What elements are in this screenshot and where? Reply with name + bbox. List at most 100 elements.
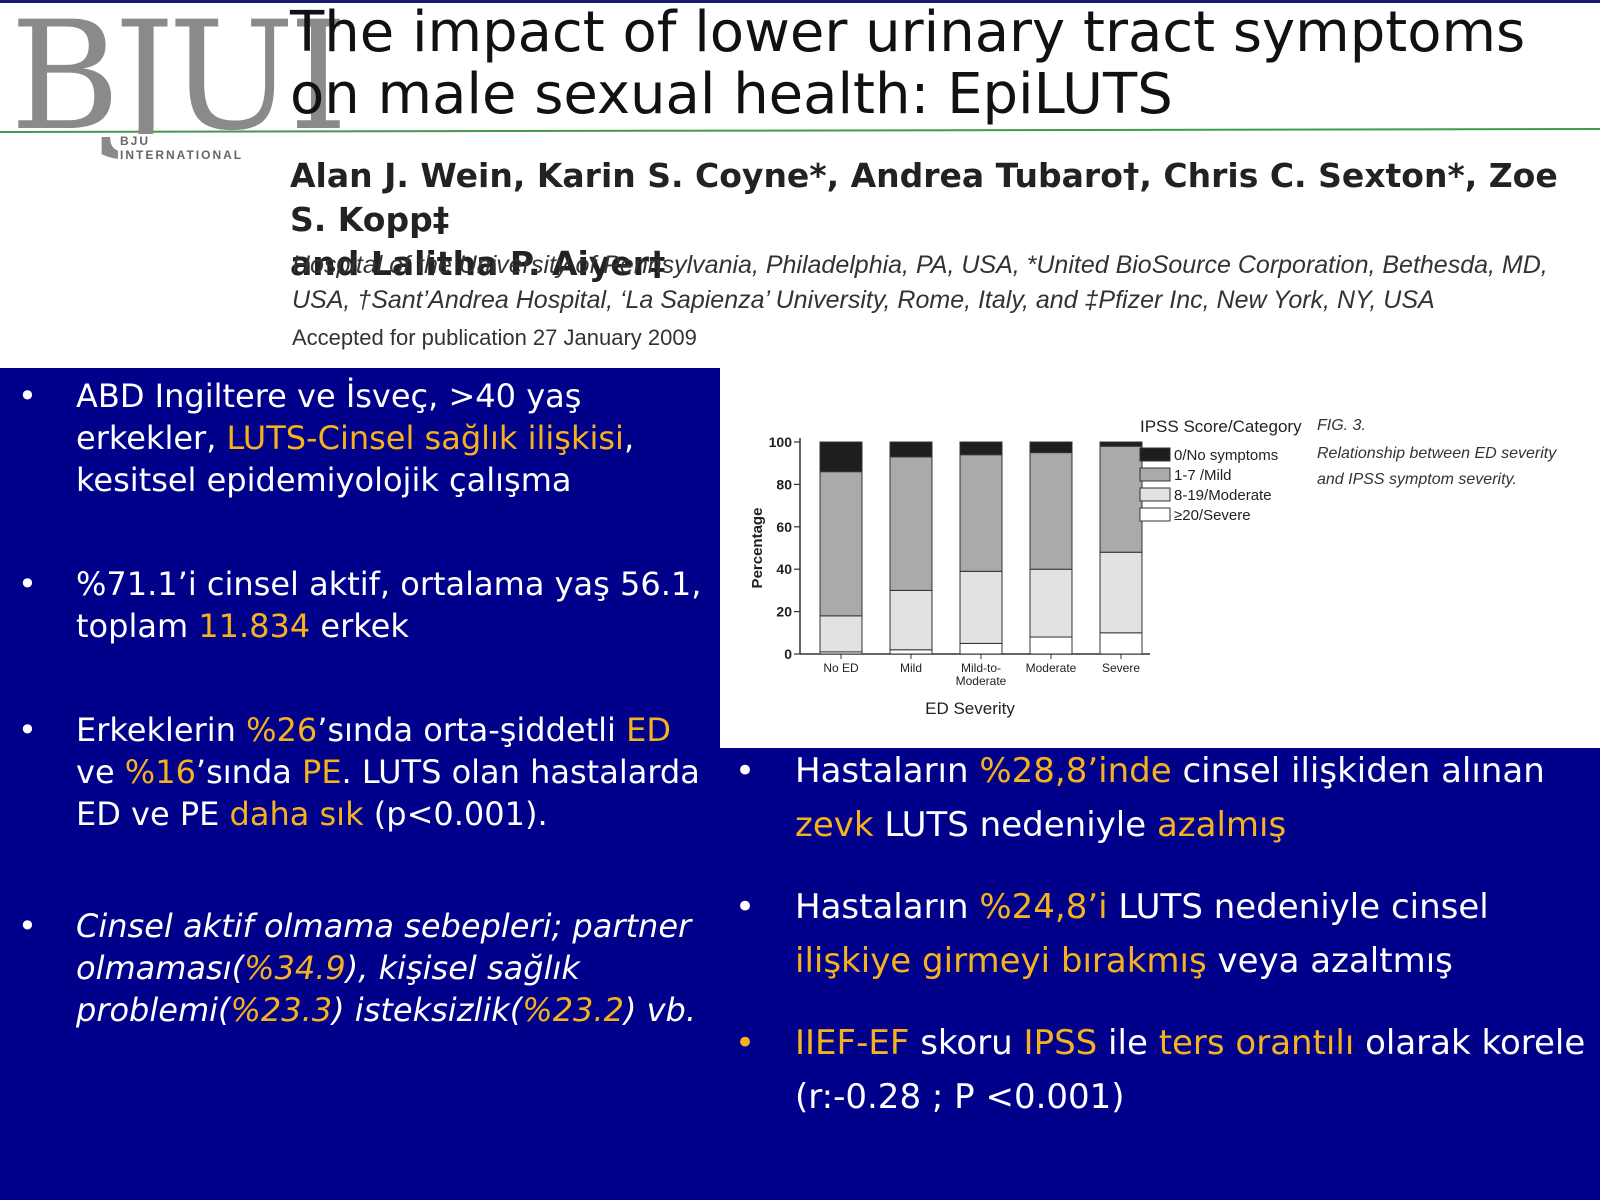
bullet-text: ) isteksizlik( [332,991,523,1029]
y-tick-label: 40 [776,561,792,577]
bullet-text: %71.1’i cinsel aktif, ortalama yaş 56.1,… [76,565,702,645]
bar-segment [959,441,1003,456]
bar-segment [819,441,863,473]
bullet-highlight: %28,8’inde [979,751,1172,791]
bullet-text: olarak korele (r:-0.28 ; P <0.001) [795,1023,1586,1117]
bullet-text: ve [76,753,125,791]
right-bullet-column: • Hastaların %28,8’inde cinsel ilişkiden… [727,744,1597,1124]
bullet-text: LUTS nedeniyle cinsel [1107,887,1489,927]
bullet-dot: • [735,1023,756,1063]
bullet-dot: • [735,751,756,791]
y-tick-label: 80 [776,476,792,492]
authors-line-2: and Lalitha P. Aiyer‡ [290,244,666,283]
bullet-dot: • [18,711,37,749]
bullet-stopped-intercourse: • Hastaların %24,8’i LUTS nedeniyle cins… [727,880,1597,988]
bullet-text: Erkeklerin [76,711,247,749]
y-tick-label: 20 [776,604,792,620]
bar-segment [1029,441,1073,454]
bullet-text: ) vb. [623,991,697,1029]
bar-segment [889,649,933,655]
bullet-population: • %71.1’i cinsel aktif, ortalama yaş 56.… [14,563,704,647]
bar-segment [889,441,933,458]
x-tick-label: Mild [900,661,922,675]
figure-caption-line-1: Relationship between ED severity [1317,445,1557,462]
bullet-highlight: ilişkiye girmeyi bırakmış [795,941,1207,981]
bullet-text: , kesitsel epidemiyolojik çalışma [76,419,635,499]
logo-subtitle: BJU INTERNATIONAL [118,134,280,162]
bullet-ed-pe-prevalence: • Erkeklerin %26’sında orta-şiddetli ED … [14,709,704,835]
legend-swatch [1139,487,1171,502]
authors-line-1: Alan J. Wein, Karin S. Coyne*, Andrea Tu… [290,156,1558,239]
green-divider [0,128,1600,133]
legend-label: ≥20/Severe [1174,507,1251,524]
bullet-highlight: %23.2 [522,991,624,1029]
x-tick-label: Mild-to- [961,661,1001,675]
bullet-text: ile [1097,1023,1159,1063]
bullet-text: . LUTS olan hastalarda ED ve PE [76,753,700,833]
bar-segment [1099,441,1143,447]
legend-swatch [1139,447,1171,462]
affiliation-line-2: USA, †Sant’Andrea Hospital, ‘La Sapienza… [292,286,1435,314]
y-axis-title: Percentage [749,508,766,589]
bullet-highlight: %16 [124,753,196,791]
bullet-highlight: azalmış [1156,805,1287,845]
bar-segment [889,589,933,651]
bar-segment [1029,568,1073,638]
y-tick-label: 100 [769,434,793,450]
legend-label: 1-7 /Mild [1174,467,1232,484]
bullet-text: erkek [310,607,409,645]
bullet-iief-correlation: • IIEF-EF skoru IPSS ile ters orantılı o… [727,1016,1597,1124]
bullet-text: cinsel ilişkiden alınan [1171,751,1545,791]
bar-segment [1099,632,1143,655]
bullet-highlight: IPSS [1023,1023,1098,1063]
bullet-text: ), kişisel sağlık problemi( [76,949,580,1029]
bullet-highlight: 11.834 [198,607,311,645]
legend-swatch [1139,467,1171,482]
bar-segment [959,570,1003,644]
affiliations: Hospital of the University of Pennsylvan… [292,248,1592,318]
bullet-dot: • [735,887,756,927]
bullet-highlight: %24,8’i [979,887,1108,927]
bullet-inactivity-reasons: • Cinsel aktif olmama sebepleri; partner… [14,905,704,1031]
top-rule [0,0,1600,3]
bullet-text: Hastaların [795,887,980,927]
author-list: Alan J. Wein, Karin S. Coyne*, Andrea Tu… [290,154,1590,286]
x-axis-title: ED Severity [925,699,1015,718]
bullet-text: ’sında [195,753,303,791]
bullet-study-design: • ABD Ingiltere ve İsveç, >40 yaş erkekl… [14,375,704,501]
figure-caption-line-2: and IPSS symptom severity. [1317,471,1517,488]
accepted-date: Accepted for publication 27 January 2009 [292,325,697,350]
bullet-highlight: zevk [795,805,874,845]
bullet-highlight: PE [302,753,342,791]
bullet-text: Hastaların [795,751,980,791]
x-tick-label: Severe [1102,661,1140,675]
bar-segment [1029,452,1073,570]
legend-label: 0/No symptoms [1174,447,1278,464]
x-tick-label: Moderate [956,674,1007,688]
legend-label: 8-19/Moderate [1174,487,1272,504]
bullet-highlight: %26 [246,711,318,749]
logo-text: BJUI [10,0,348,164]
bar-segment [959,642,1003,655]
x-tick-label: Moderate [1026,661,1077,675]
figure-panel: 0 20 40 60 80 100 Percentage No ED Mild Mild-to- M… [720,368,1600,748]
journal-logo: BJUI BJU INTERNATIONAL [10,2,348,162]
bullet-highlight: ED [626,711,671,749]
bullet-text: Cinsel aktif olmama sebepleri; partner o… [76,907,692,987]
paper-header: BJUI BJU INTERNATIONAL The impact of low… [0,0,1600,368]
y-tick-label: 60 [776,519,792,535]
bullet-highlight: ters orantılı [1158,1023,1355,1063]
left-bullet-column: • ABD Ingiltere ve İsveç, >40 yaş erkekl… [14,375,704,1031]
bullet-text: (p<0.001). [363,795,548,833]
bullet-highlight: daha sık [229,795,364,833]
bar-segment [959,454,1003,572]
bullet-text: veya azaltmış [1206,941,1453,981]
bar-segment [819,471,863,617]
bar-segment [889,456,933,591]
bullet-highlight: IIEF-EF [795,1023,910,1063]
affiliation-line-1: Hospital of the University of Pennsylvan… [292,251,1548,279]
bullet-text: skoru [909,1023,1024,1063]
figure-caption-label: FIG. 3. [1317,417,1366,434]
bullet-dot: • [18,565,37,603]
